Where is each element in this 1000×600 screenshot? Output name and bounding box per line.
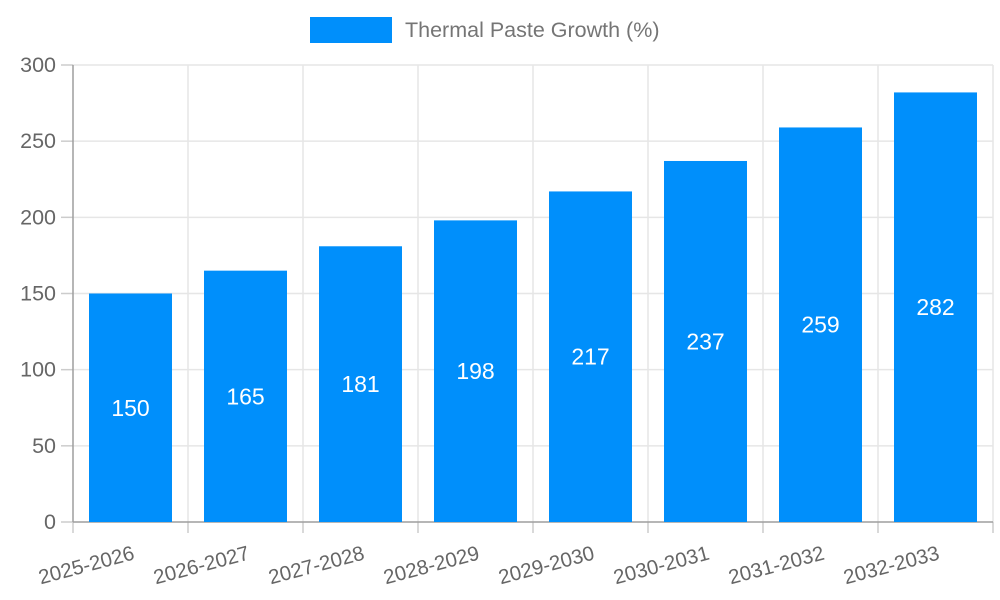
bar[interactable] [319,246,402,522]
x-tick-label: 2028-2029 [381,542,482,590]
bar[interactable] [89,293,172,523]
y-tick-label: 150 [20,282,56,306]
legend[interactable]: Thermal Paste Growth (%) [310,17,659,43]
bar-value-label: 150 [111,395,149,421]
bar-value-label: 259 [801,312,839,338]
y-tick-label: 200 [20,205,56,229]
x-tick-label: 2029-2030 [496,542,597,590]
bar-value-label: 198 [456,358,494,384]
y-tick-label: 250 [20,129,56,153]
bar[interactable] [664,160,747,522]
x-tick-label: 2026-2027 [151,542,252,590]
bar-value-label: 217 [571,344,609,370]
bar[interactable] [549,191,632,523]
x-tick-label: 2030-2031 [611,542,712,590]
x-tick-label: 2027-2028 [266,542,367,590]
y-tick-label: 50 [32,434,56,458]
bar-value-label: 165 [226,383,264,409]
bar-value-label: 181 [341,371,379,397]
x-tick-label: 2031-2032 [726,542,827,590]
y-tick-label: 0 [44,510,56,534]
bar-value-label: 282 [916,294,954,320]
y-tick-label: 300 [20,53,56,77]
bar[interactable] [434,220,517,522]
legend-label: Thermal Paste Growth (%) [405,17,660,42]
bar-value-label: 237 [686,328,724,354]
legend-swatch [310,17,392,43]
bar[interactable] [894,92,977,523]
x-tick-label: 2025-2026 [36,542,137,590]
x-tick-label: 2032-2033 [841,542,942,590]
y-tick-label: 100 [20,358,56,382]
bar[interactable] [779,127,862,522]
bar[interactable] [204,270,287,522]
